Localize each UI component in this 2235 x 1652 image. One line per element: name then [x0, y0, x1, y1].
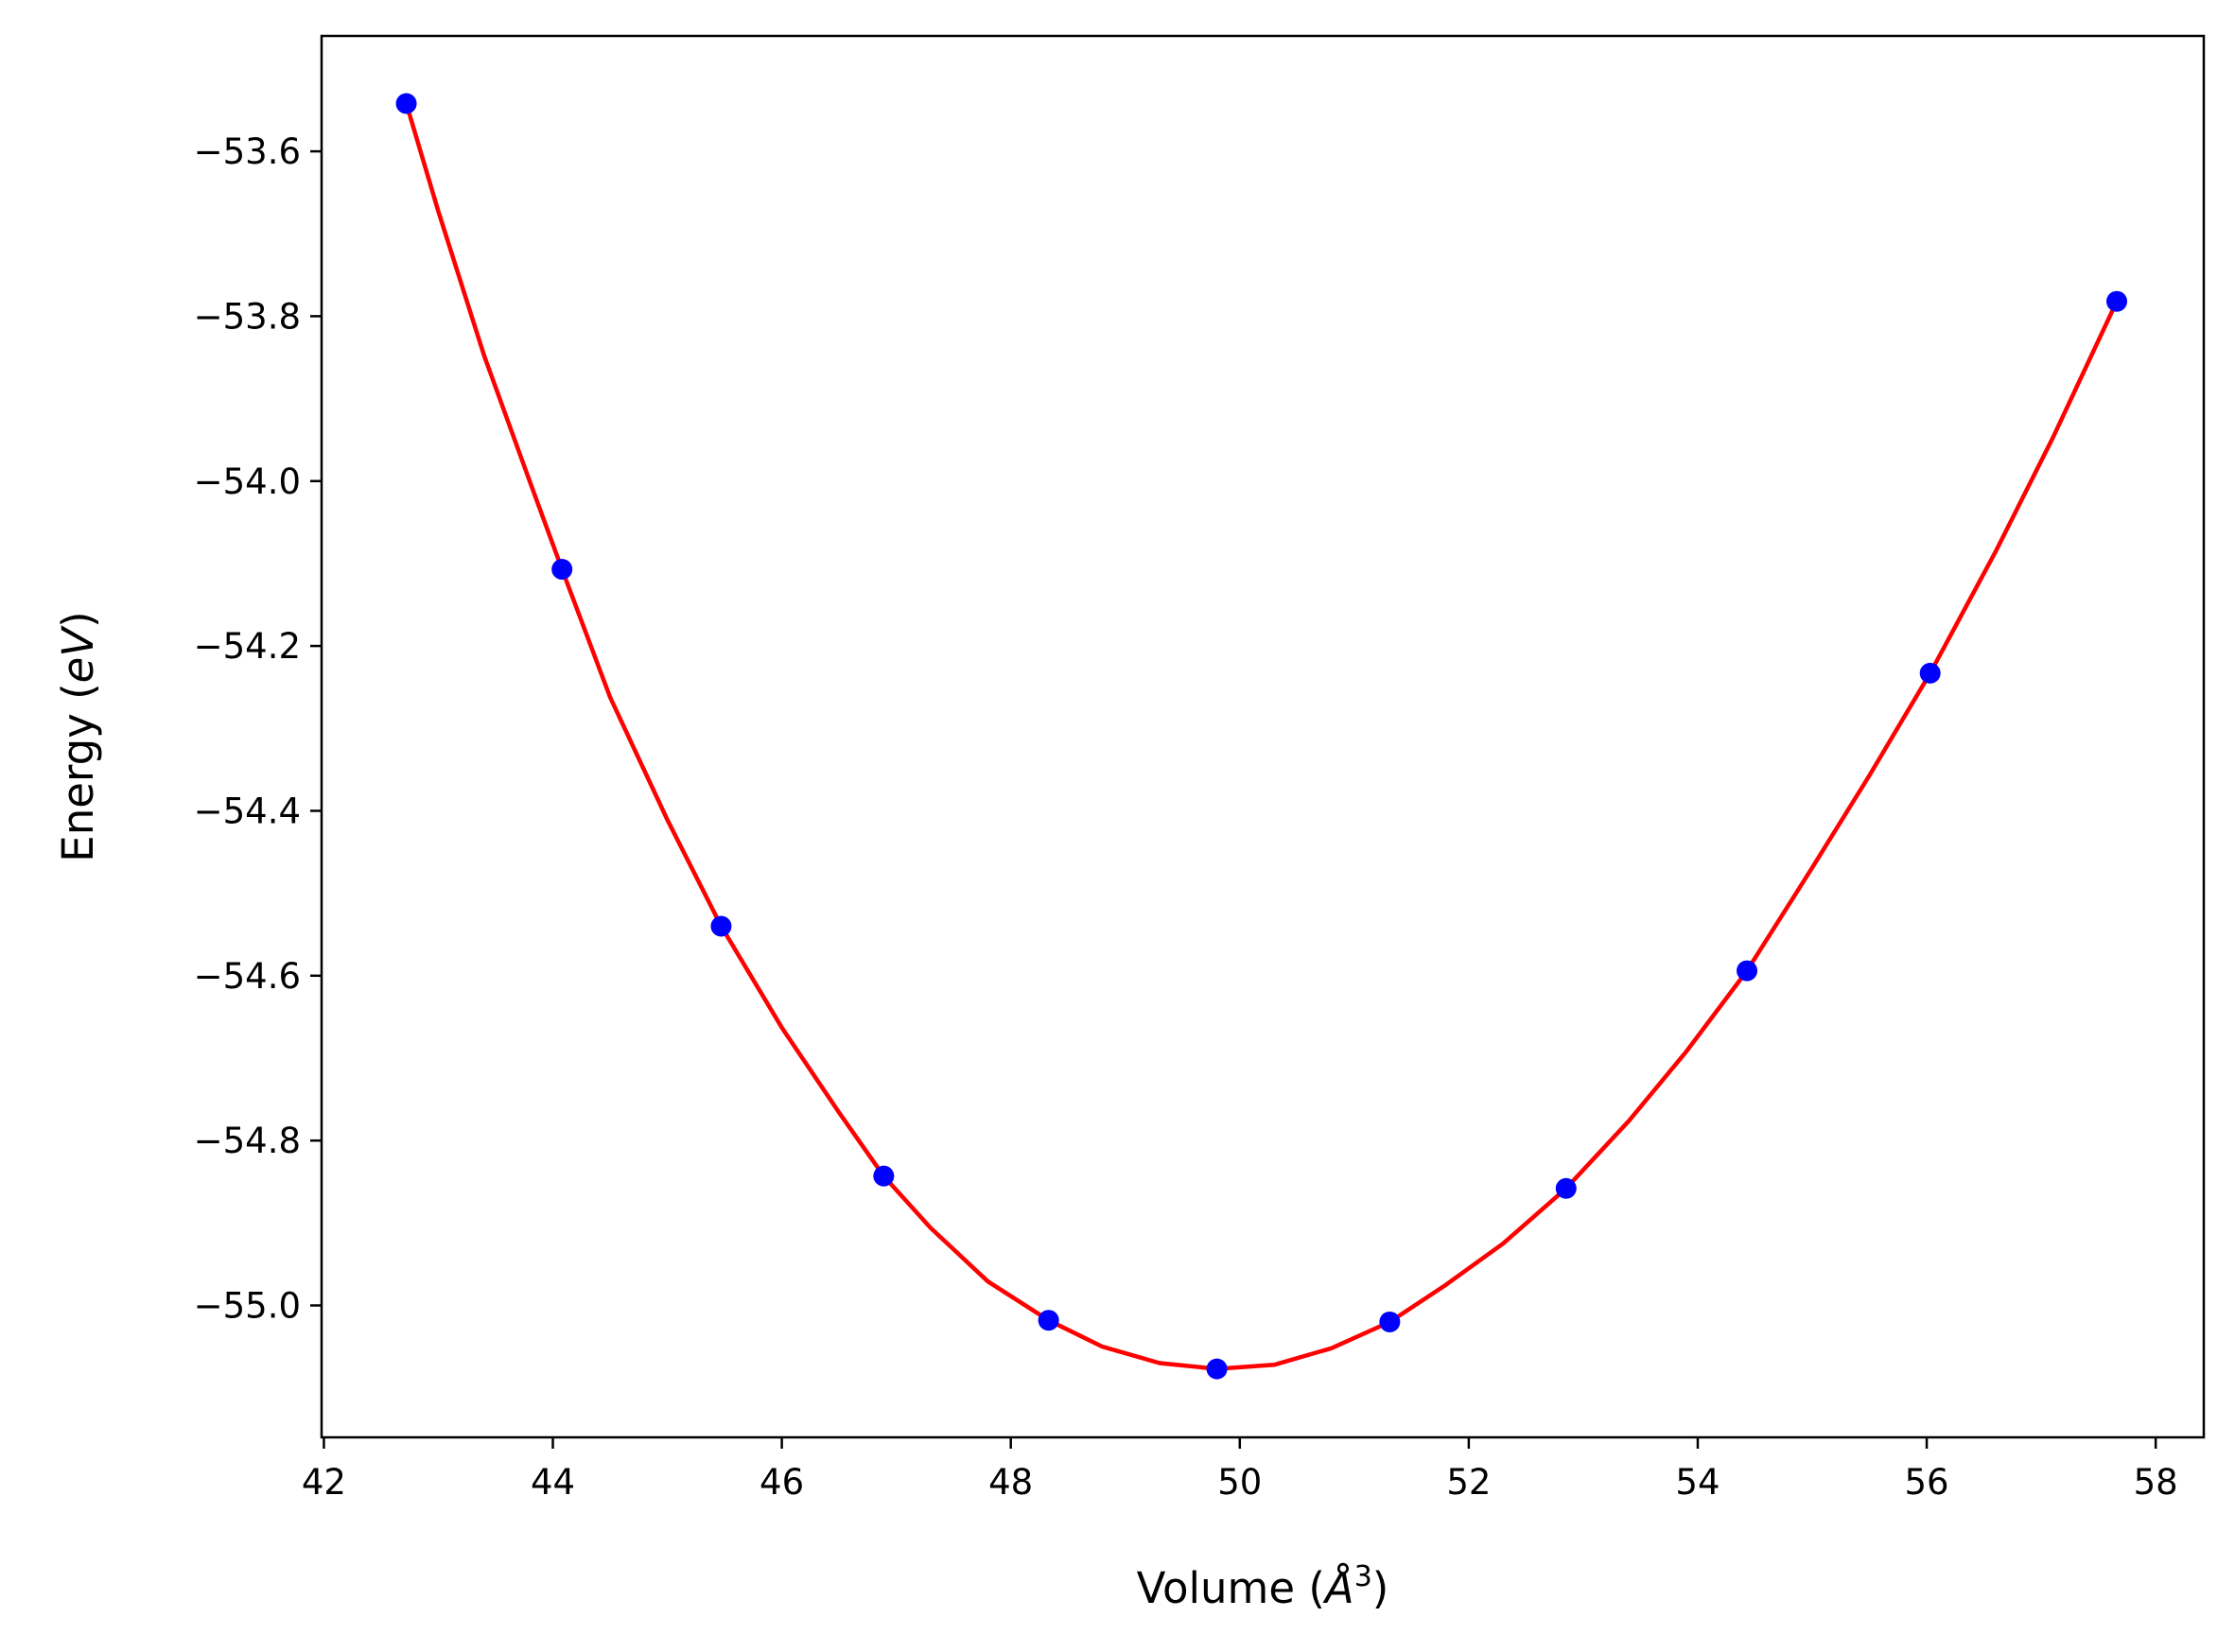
x-tick-label: 48 [988, 1462, 1033, 1503]
fit-curve [404, 101, 2120, 1371]
data-point [1038, 1310, 1059, 1331]
y-axis-label-close: ) [53, 611, 103, 628]
x-tick-label: 58 [2134, 1462, 2178, 1503]
y-tick-label: −55.0 [194, 1286, 301, 1327]
data-point [1919, 662, 1941, 684]
data-point [1737, 960, 1758, 982]
x-tick-label: 54 [1675, 1462, 1720, 1503]
y-tick-label: −53.8 [194, 296, 301, 337]
x-axis-label-text: Volume ( [1137, 1563, 1325, 1613]
x-axis-label-symbol: Å [1322, 1563, 1354, 1613]
data-point [2106, 290, 2128, 312]
data-point [1206, 1358, 1228, 1380]
y-tick-label: −54.8 [194, 1121, 301, 1161]
data-point [873, 1165, 895, 1187]
y-tick-label: −54.0 [194, 461, 301, 502]
data-point [1555, 1177, 1577, 1199]
y-tick-label: −53.6 [194, 131, 301, 172]
x-tick-label: 52 [1446, 1462, 1491, 1503]
x-axis-label-superscript: 3 [1354, 1560, 1372, 1593]
y-axis-ticks: −55.0 −54.8 −54.6 −54.4 −54.2 −54.0 −53.8 −53.6 [194, 131, 322, 1327]
plot-series [395, 93, 2128, 1380]
y-axis-label: Energy (eV) [53, 611, 103, 861]
data-point [710, 915, 732, 937]
x-axis-label: Volume (Å3) [1137, 1560, 1389, 1613]
x-tick-label: 42 [302, 1462, 346, 1503]
y-axis-label-italic: eV [53, 625, 103, 684]
y-tick-label: −54.2 [194, 626, 301, 667]
data-point [551, 559, 573, 581]
y-tick-label: −54.6 [194, 956, 301, 997]
x-tick-label: 56 [1905, 1462, 1949, 1503]
x-tick-label: 46 [760, 1462, 804, 1503]
y-tick-label: −54.4 [194, 791, 301, 831]
axes-frame [320, 34, 2206, 1439]
x-axis-ticks: 42 44 46 48 50 52 54 56 58 [302, 1437, 2178, 1503]
y-axis-label-text: Energy ( [53, 683, 103, 861]
x-tick-label: 44 [531, 1462, 575, 1503]
data-point [395, 93, 417, 114]
x-tick-label: 50 [1217, 1462, 1262, 1503]
x-axis-label-close: ) [1372, 1563, 1389, 1613]
data-point [1379, 1311, 1401, 1332]
